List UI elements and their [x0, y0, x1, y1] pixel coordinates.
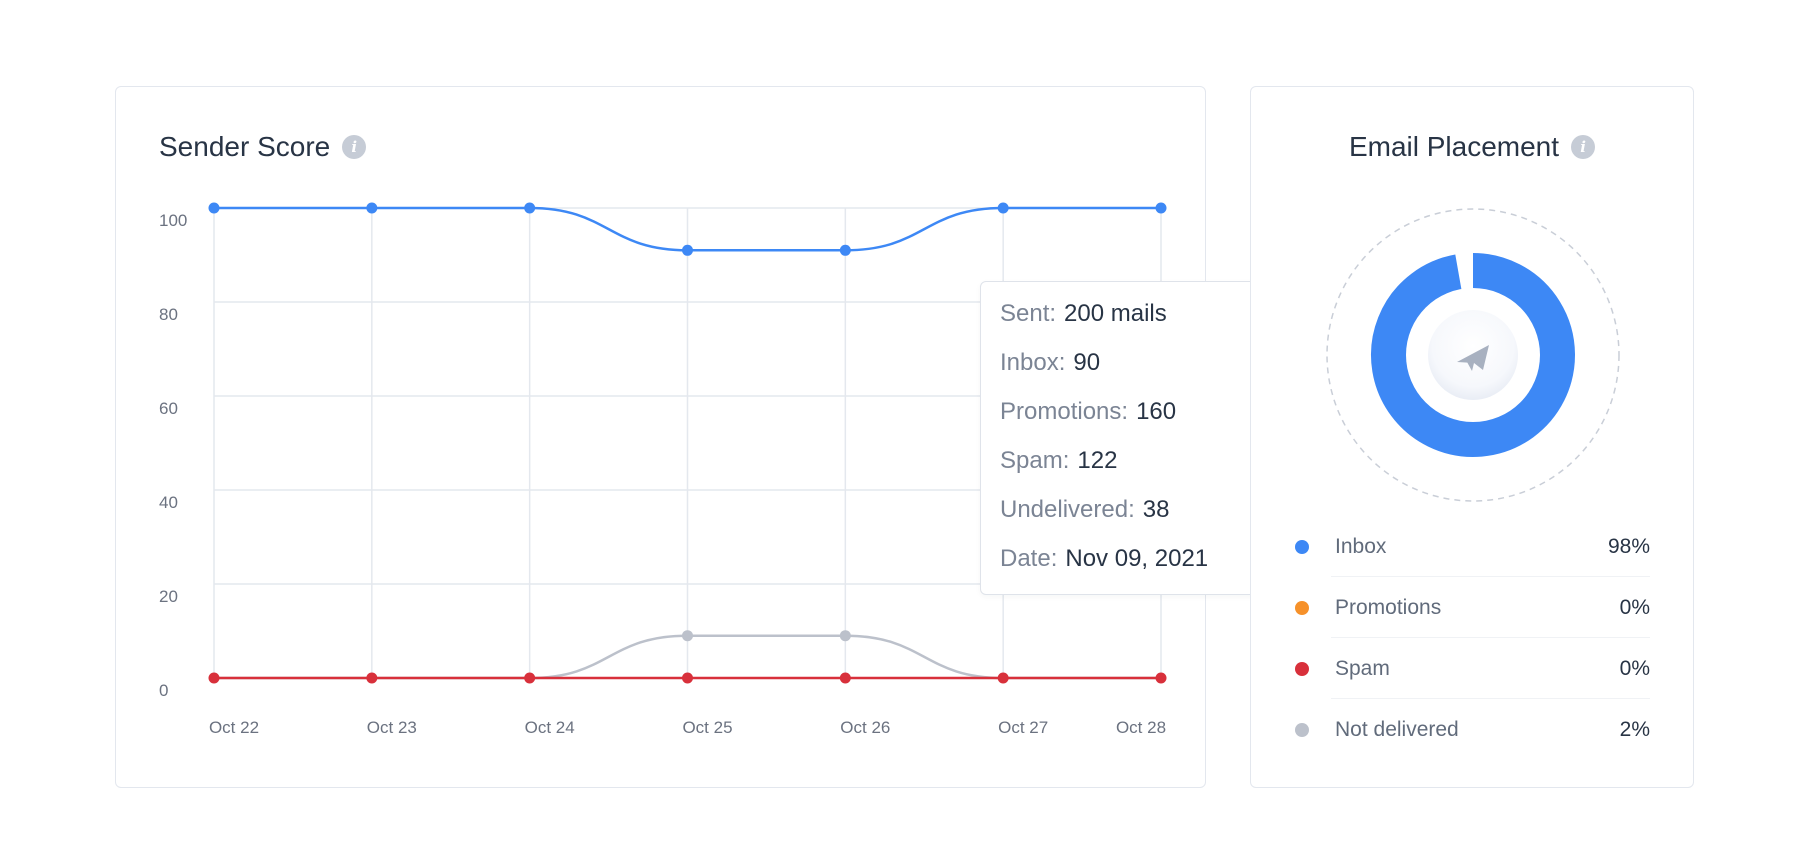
y-tick-label: 0: [159, 681, 168, 700]
y-tick-label: 100: [159, 211, 187, 230]
sender-score-card: Sender Score i 100 80 60 40 20 0 Oct 22 Oct 23 O…: [115, 86, 1271, 788]
legend-label: Not delivered: [1335, 717, 1459, 741]
data-point: [839, 244, 851, 256]
legend-value: 98%: [1607, 534, 1650, 558]
y-tick-label: 20: [159, 587, 178, 606]
tooltip-undelivered-value: 38: [1142, 496, 1170, 523]
legend-label: Spam: [1335, 656, 1390, 680]
info-icon[interactable]: i: [342, 135, 367, 159]
tooltip-date-value: Nov 09, 2021: [1065, 545, 1209, 572]
tooltip-undelivered-label: Undelivered:: [1000, 496, 1135, 523]
x-tick-label: Oct 25: [682, 718, 732, 737]
x-tick-label: Oct 27: [998, 718, 1048, 737]
data-point: [839, 630, 851, 642]
data-point: [1155, 672, 1167, 684]
chart-tooltip: Sent: 200 mails Inbox: 90 Promotions: 160 S…: [980, 281, 1271, 595]
data-point: [839, 672, 851, 684]
placement-legend: Inbox 98% Promotions 0% Spam 0% Not deli…: [1295, 516, 1650, 760]
donut-outer-ring: [1326, 208, 1620, 502]
x-tick-label: Oct 28: [1116, 718, 1166, 737]
legend-label: Inbox: [1335, 534, 1387, 558]
email-placement-title: Email Placement: [1348, 131, 1560, 162]
legend-value: 2%: [1619, 717, 1650, 741]
data-point: [997, 672, 1009, 684]
data-point: [366, 672, 378, 684]
data-point: [682, 244, 693, 256]
x-tick-label: Oct 22: [209, 718, 259, 737]
legend-item-inbox: Inbox 98%: [1295, 516, 1650, 577]
legend-dot-not-delivered: [1295, 722, 1309, 737]
legend-item-not-delivered: Not delivered 2%: [1295, 699, 1650, 760]
tooltip-date-label: Date:: [1000, 545, 1058, 572]
data-point: [208, 202, 220, 214]
tooltip-spam-row: Spam: 122: [1000, 447, 1270, 496]
data-point: [1155, 202, 1167, 214]
tooltip-promotions-label: Promotions:: [1000, 398, 1129, 425]
tooltip-spam-label: Spam:: [1000, 447, 1070, 474]
legend-item-promotions: Promotions 0%: [1295, 577, 1650, 638]
tooltip-date-row: Date: Nov 09, 2021: [1000, 545, 1270, 594]
x-tick-label: Oct 24: [525, 718, 575, 737]
paper-plane-icon: [1457, 345, 1489, 371]
tooltip-spam-value: 122: [1077, 447, 1118, 474]
data-point: [682, 630, 693, 642]
tooltip-sent-label: Sent:: [1000, 300, 1057, 327]
email-placement-card: Email Placement i Inbox 98% Promotions 0…: [1250, 86, 1694, 788]
email-placement-header: Email Placement i: [1251, 131, 1693, 163]
x-tick-label: Oct 26: [840, 718, 890, 737]
legend-dot-spam: [1295, 661, 1309, 676]
data-point: [366, 202, 378, 214]
legend-dot-inbox: [1295, 539, 1309, 554]
data-point: [997, 202, 1009, 214]
data-point: [524, 672, 536, 684]
x-tick-label: Oct 23: [367, 718, 417, 737]
y-tick-label: 80: [159, 305, 178, 324]
tooltip-sent-value: 200 mails: [1064, 300, 1167, 327]
placement-donut-chart: [1326, 208, 1620, 502]
sender-score-header: Sender Score i: [159, 131, 367, 163]
tooltip-sent-row: Sent: 200 mails: [1000, 300, 1270, 349]
legend-value: 0%: [1619, 595, 1650, 619]
tooltip-inbox-label: Inbox:: [1000, 349, 1066, 376]
y-tick-label: 40: [159, 493, 178, 512]
legend-label: Promotions: [1335, 595, 1442, 619]
tooltip-promotions-value: 160: [1136, 398, 1177, 425]
tooltip-inbox-value: 90: [1073, 349, 1101, 376]
series-line: [214, 206, 1161, 252]
info-icon[interactable]: i: [1571, 135, 1596, 159]
legend-item-spam: Spam 0%: [1295, 638, 1650, 699]
tooltip-inbox-row: Inbox: 90: [1000, 349, 1270, 398]
tooltip-undelivered-row: Undelivered: 38: [1000, 496, 1270, 545]
legend-dot-promotions: [1295, 600, 1309, 615]
y-tick-label: 60: [159, 399, 178, 418]
legend-value: 0%: [1619, 656, 1650, 680]
data-point: [208, 672, 220, 684]
sender-score-title: Sender Score: [159, 131, 331, 162]
tooltip-promotions-row: Promotions: 160: [1000, 398, 1270, 447]
data-point: [524, 202, 536, 214]
data-point: [682, 672, 693, 684]
donut-inbox-arc: [1371, 253, 1575, 457]
